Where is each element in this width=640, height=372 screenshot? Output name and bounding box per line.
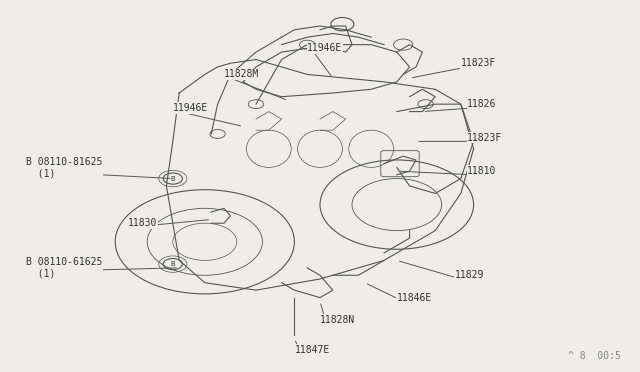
Text: B: B (170, 176, 175, 182)
Text: 11830: 11830 (128, 218, 157, 228)
Text: 11847E: 11847E (294, 345, 330, 355)
Text: 11826: 11826 (467, 99, 497, 109)
Text: 11846E: 11846E (397, 293, 432, 302)
Text: 11810: 11810 (467, 166, 497, 176)
Text: B 08110-61625
  (1): B 08110-61625 (1) (26, 257, 102, 279)
Text: 11823F: 11823F (461, 58, 496, 68)
Text: 11946E: 11946E (173, 103, 208, 113)
Text: ^ 8  00:5: ^ 8 00:5 (568, 351, 621, 361)
Text: 11946E: 11946E (307, 44, 342, 53)
Text: 11828N: 11828N (320, 315, 355, 325)
Text: 11828M: 11828M (224, 70, 259, 79)
Text: 11823F: 11823F (467, 133, 502, 142)
Text: B 08110-81625
  (1): B 08110-81625 (1) (26, 157, 102, 178)
Text: B: B (170, 261, 175, 267)
Text: 11829: 11829 (454, 270, 484, 280)
